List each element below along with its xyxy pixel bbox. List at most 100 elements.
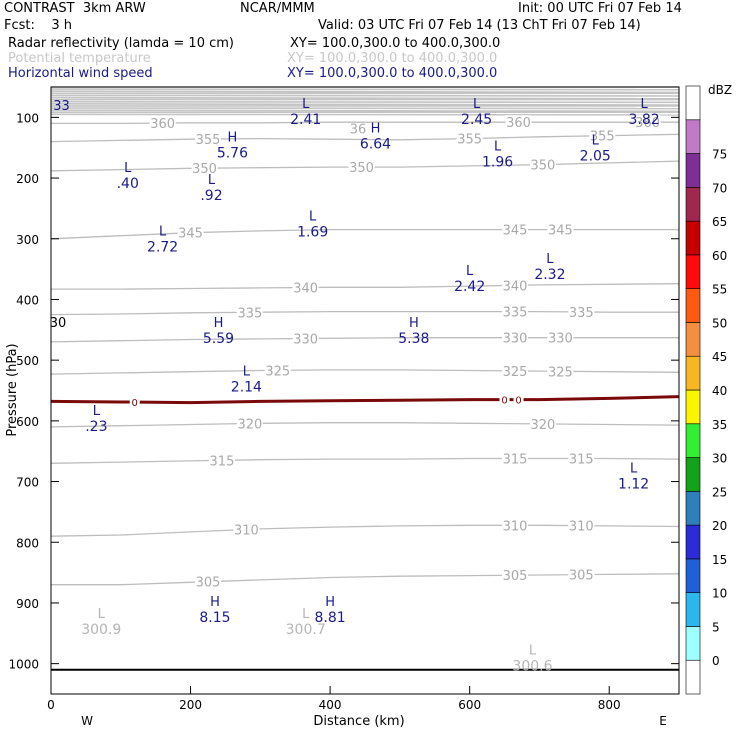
colorbar-swatch	[685, 457, 701, 492]
wind-extremum-value: 1.96	[482, 155, 513, 171]
theta-label-bg	[195, 132, 221, 147]
colorbar-swatch	[685, 558, 701, 593]
edge-contour-label: 33	[53, 99, 70, 114]
theta-contour-label: 325	[503, 365, 528, 380]
wind-extremum-value: 8.81	[315, 610, 346, 626]
theta-dense-contour	[50, 103, 680, 106]
wind-extremum-type: H	[325, 595, 335, 610]
colorbar-swatch	[685, 288, 701, 323]
theta-contour-label: 340	[503, 279, 528, 294]
wind-extremum-value: 3.82	[629, 112, 660, 128]
zero-label-bg	[499, 394, 510, 405]
theta-dense-contour	[50, 94, 680, 97]
theta-contour-label: 310	[503, 519, 528, 534]
theta-contour-label: 355	[590, 130, 615, 145]
theta-contour-320	[50, 422, 680, 428]
theta-extremum-type: L	[529, 644, 537, 659]
theta-dense-contour	[50, 90, 680, 94]
colorbar-tick-label: 55	[712, 283, 727, 297]
zero-contour-label: 0	[515, 396, 521, 407]
theta-label-bg	[547, 222, 574, 237]
theta-contour-label: 360	[506, 116, 531, 131]
wind-extremum-value: 5.38	[398, 331, 429, 347]
theta-contour-label: 315	[569, 452, 594, 467]
theta-contour-label: 360	[635, 116, 660, 131]
colorbar-tick-label: 10	[712, 587, 727, 601]
theta-label-bg	[292, 280, 319, 295]
edge-contour-label: 30	[50, 316, 67, 331]
theta-contour-label: 335	[503, 306, 528, 321]
theta-label-bg	[529, 157, 556, 172]
colorbar-tick-label: 20	[712, 519, 727, 533]
y-tick-label: 500	[16, 354, 39, 368]
wind-extremum-value: .23	[85, 419, 107, 435]
theta-contour-label: 355	[457, 133, 482, 148]
y-tick-label: 200	[16, 172, 39, 186]
wind-extremum-type: H	[210, 595, 220, 610]
colorbar-swatch	[685, 85, 701, 121]
theta-label-bg	[177, 225, 204, 240]
edge-contour-label: 36	[350, 123, 367, 138]
field-xy-wind: XY= 100.0,300.0 to 400.0,300.0	[287, 66, 498, 81]
theta-extremum-value: 300.7	[286, 622, 326, 638]
east-label: E	[659, 714, 667, 728]
theta-label-bg	[547, 364, 574, 379]
colorbar-tick-label: 50	[712, 316, 727, 330]
wind-extremum-value: 5.76	[217, 146, 248, 162]
theta-label-bg	[589, 128, 616, 143]
wind-extremum-value: 2.32	[534, 267, 565, 283]
theta-dense-contour	[50, 96, 680, 100]
wind-extremum-value: 1.12	[618, 476, 649, 492]
theta-contour-label: 330	[503, 332, 528, 347]
wind-extremum-value: 6.64	[360, 137, 391, 153]
y-tick-label: 100	[16, 111, 39, 125]
theta-contour-label: 350	[531, 159, 556, 174]
theta-contour-label: 345	[178, 227, 203, 242]
theta-label-bg	[502, 363, 529, 378]
colorbar-tick-label: 65	[712, 215, 727, 229]
forecast-hour: Fcst: 3 h	[4, 18, 73, 33]
zero-contour-label: 0	[501, 396, 507, 407]
theta-label-bg	[292, 331, 319, 346]
init-time: Init: 00 UTC Fri 07 Feb 14	[518, 1, 682, 16]
theta-label-bg	[208, 453, 235, 468]
colorbar-tick-label: 45	[712, 350, 727, 364]
theta-label-bg	[634, 115, 661, 130]
plot-frame	[50, 86, 680, 695]
colorbar-swatch	[685, 389, 701, 425]
field-xy-reflectivity: XY= 100.0,300.0 to 400.0,300.0	[290, 36, 501, 51]
x-tick-label: 600	[458, 698, 481, 712]
wind-extremum-type: L	[124, 161, 132, 176]
theta-label-bg	[502, 278, 529, 293]
theta-contour-label: 320	[531, 418, 556, 433]
wind-extremum-type: L	[546, 252, 554, 267]
wind-extremum-type: L	[243, 364, 251, 379]
theta-dense-contour	[50, 107, 680, 110]
colorbar-tick-label: 40	[712, 384, 727, 398]
theta-contour-label: 335	[569, 306, 594, 321]
theta-contour-label: 305	[569, 569, 594, 584]
theta-contour-label: 305	[196, 576, 221, 591]
wind-extremum-type: L	[640, 97, 648, 112]
theta-dense-contour	[50, 88, 680, 91]
y-tick-label: 1000	[8, 658, 39, 672]
theta-label-bg	[502, 568, 529, 583]
wind-extremum-value: 2.05	[580, 149, 611, 165]
wind-extremum-value: 2.42	[454, 279, 485, 295]
colorbar-swatch	[685, 491, 701, 526]
zero-contour-label: 0	[132, 398, 138, 409]
wind-extremum-type: L	[473, 97, 481, 112]
wind-extremum-type: L	[93, 404, 101, 419]
organization-label: NCAR/MMM	[240, 1, 315, 16]
colorbar-tick-label: 25	[712, 485, 727, 499]
colorbar-swatch	[685, 119, 701, 154]
theta-label-bg	[149, 116, 176, 131]
theta-label-bg	[568, 304, 595, 319]
field-name-wind: Horizontal wind speed	[8, 66, 153, 81]
colorbar-tick-label: 70	[712, 181, 727, 195]
wind-extremum-value: .40	[117, 176, 139, 192]
theta-label-bg	[264, 363, 291, 378]
colorbar-tick-label: 35	[712, 418, 727, 432]
theta-contour-label: 310	[569, 520, 594, 535]
wind-extremum-value: 1.69	[297, 225, 328, 241]
